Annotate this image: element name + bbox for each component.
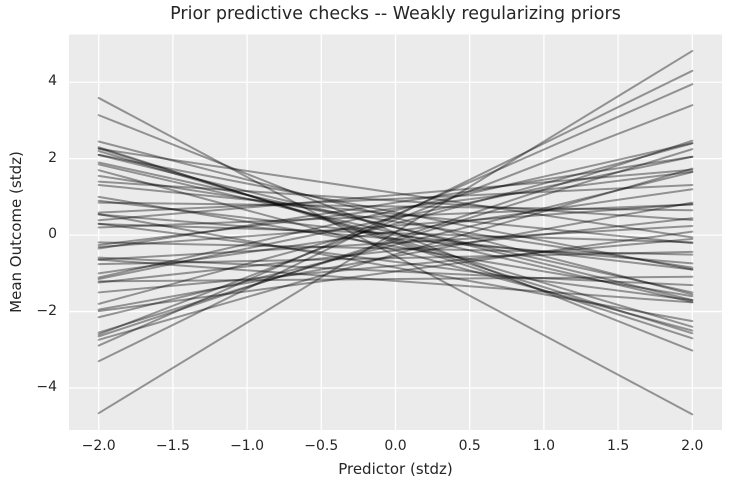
chart-title: Prior predictive checks -- Weakly regula… bbox=[170, 4, 621, 24]
prior-sample-line bbox=[97, 153, 694, 302]
prior-sample-line bbox=[97, 195, 694, 298]
prior-sample-line bbox=[97, 188, 694, 275]
prior-sample-line bbox=[97, 161, 694, 294]
prior-sample-line bbox=[97, 241, 694, 256]
x-tick-label: 2.0 bbox=[681, 438, 704, 454]
prior-sample-line bbox=[97, 155, 694, 281]
prior-sample-line bbox=[97, 150, 694, 328]
prior-sample-line bbox=[97, 256, 694, 287]
prior-sample-line bbox=[97, 237, 694, 294]
x-tick-label: −0.5 bbox=[304, 438, 339, 454]
prior-sample-line bbox=[97, 170, 694, 247]
prior-sample-line bbox=[97, 146, 694, 340]
x-tick-label: −1.0 bbox=[230, 438, 265, 454]
y-tick-label: −4 bbox=[36, 378, 57, 395]
prior-sample-line bbox=[97, 224, 694, 261]
prior-sample-line bbox=[97, 139, 694, 338]
prior-sample-line bbox=[97, 201, 694, 212]
prior-sample-line bbox=[97, 147, 694, 239]
prior-sample-line bbox=[97, 174, 694, 269]
prior-sample-line bbox=[97, 201, 694, 311]
prior-sample-line bbox=[97, 184, 694, 214]
prior-sample-line bbox=[97, 250, 694, 266]
prior-sample-line bbox=[97, 222, 694, 302]
prior-sample-line bbox=[97, 168, 694, 222]
prior-sample-line bbox=[97, 83, 694, 347]
prior-sample-line bbox=[97, 199, 694, 271]
y-tick-label: 0 bbox=[48, 226, 57, 243]
prior-sample-line bbox=[97, 140, 694, 296]
x-axis-label: Predictor (stdz) bbox=[338, 460, 453, 478]
x-tick-label: −1.5 bbox=[155, 438, 190, 454]
prior-sample-line bbox=[97, 114, 694, 352]
y-tick-label: −2 bbox=[36, 302, 57, 319]
prior-sample-line bbox=[97, 180, 694, 221]
x-tick-label: 0.5 bbox=[458, 438, 481, 454]
prior-sample-line bbox=[97, 171, 694, 319]
prior-sample-line bbox=[97, 69, 694, 363]
prior-sample-line bbox=[97, 258, 694, 304]
prior-sample-line bbox=[97, 213, 694, 323]
prior-sample-line bbox=[97, 155, 694, 250]
x-tick-label: 1.5 bbox=[606, 438, 630, 454]
prior-sample-line bbox=[97, 96, 694, 416]
prior-sample-line bbox=[97, 49, 694, 415]
prior-sample-line bbox=[97, 153, 694, 271]
y-tick-label: 2 bbox=[48, 149, 57, 166]
prior-sample-line bbox=[97, 163, 694, 303]
prior-sample-line bbox=[97, 184, 694, 245]
prior-sample-line bbox=[97, 142, 694, 305]
prior-sample-line bbox=[97, 147, 694, 335]
prior-sample-line bbox=[97, 223, 694, 244]
x-tick-label: −2.0 bbox=[81, 438, 116, 454]
x-tick-label: 0.0 bbox=[384, 438, 407, 454]
prior-sample-line bbox=[97, 217, 694, 284]
x-tick-label: 1.0 bbox=[532, 438, 556, 454]
y-axis-label: Mean Outcome (stdz) bbox=[7, 151, 25, 313]
prior-sample-line bbox=[97, 275, 694, 283]
prior-sample-line bbox=[97, 203, 694, 229]
prior-sample-line bbox=[97, 167, 694, 341]
y-tick-label: 4 bbox=[48, 73, 57, 90]
prior-sample-line bbox=[97, 203, 694, 248]
prior-sample-line bbox=[97, 104, 694, 336]
prior-sample-line bbox=[97, 213, 694, 265]
prior-sample-line bbox=[97, 142, 694, 279]
prior-sample-line bbox=[97, 148, 694, 334]
prior-sample-line bbox=[97, 230, 694, 313]
prior-sample-line bbox=[97, 169, 694, 332]
